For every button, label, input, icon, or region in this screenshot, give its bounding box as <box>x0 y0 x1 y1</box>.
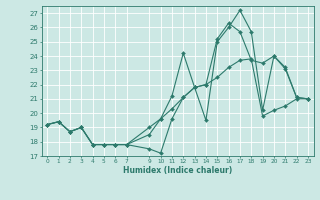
X-axis label: Humidex (Indice chaleur): Humidex (Indice chaleur) <box>123 166 232 175</box>
